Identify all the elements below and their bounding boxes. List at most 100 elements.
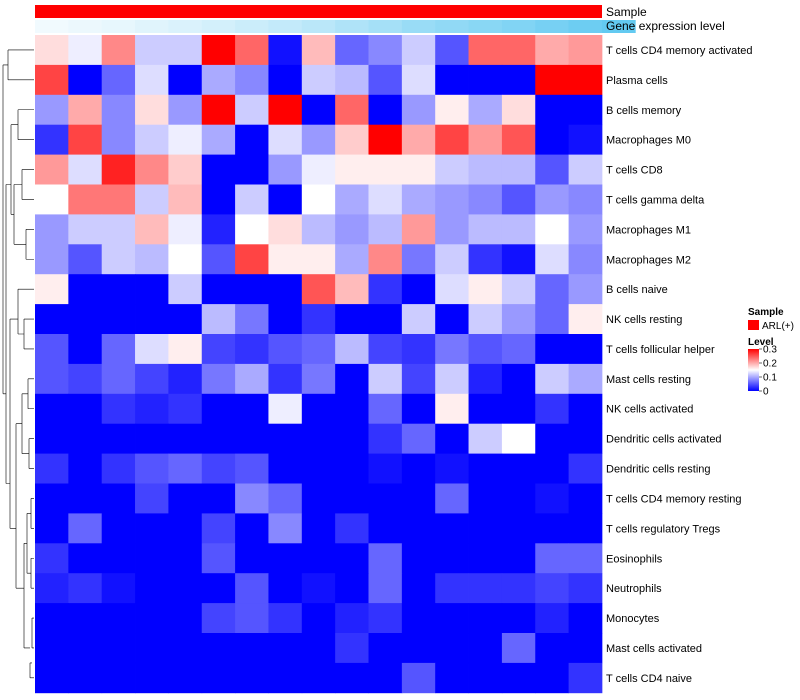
heatmap-cell	[235, 363, 269, 395]
heatmap-cell	[535, 363, 569, 395]
heatmap-cell	[535, 124, 569, 155]
heatmap-cell	[501, 214, 536, 245]
heatmap-cell	[568, 274, 603, 305]
row-label: Mast cells activated	[606, 643, 702, 655]
gene-expression-cell	[268, 20, 303, 33]
heatmap-cell	[168, 363, 203, 395]
heatmap-cell	[101, 124, 136, 155]
heatmap-cell	[468, 274, 503, 305]
heatmap-cell	[468, 423, 503, 454]
heatmap-cell	[201, 214, 236, 245]
heatmap-cell	[368, 244, 403, 275]
heatmap-cell	[168, 483, 203, 514]
row-label: Macrophages M1	[606, 224, 691, 236]
heatmap-cell	[435, 662, 469, 694]
heatmap-cell	[235, 64, 269, 96]
heatmap-cell	[101, 244, 136, 275]
heatmap-cell	[335, 543, 369, 574]
heatmap-cell	[101, 274, 136, 305]
heatmap-cell	[68, 35, 103, 66]
heatmap-cell	[135, 244, 169, 275]
heatmap-cell	[301, 124, 336, 155]
heatmap-cell	[35, 603, 69, 634]
heatmap-cell	[435, 304, 469, 335]
heatmap-cell	[401, 244, 436, 275]
heatmap-cell	[401, 423, 436, 454]
heatmap-cell	[135, 94, 169, 126]
heatmap-cell	[535, 244, 569, 275]
legend-tick-label: 0.1	[763, 373, 777, 384]
heatmap-cell	[435, 513, 469, 544]
heatmap-cell	[301, 393, 336, 425]
heatmap-cell	[535, 573, 569, 604]
heatmap-cell	[535, 35, 569, 66]
heatmap-cell	[368, 603, 403, 634]
heatmap-cell	[68, 423, 103, 454]
heatmap-cell	[401, 124, 436, 155]
heatmap-cell	[501, 304, 536, 335]
heatmap-cell	[335, 453, 369, 484]
heatmap-cell	[535, 184, 569, 215]
heatmap-cell	[235, 154, 269, 185]
heatmap-cell	[201, 603, 236, 634]
dendrogram-branch	[9, 318, 18, 529]
heatmap-cell	[301, 244, 336, 275]
heatmap-cell	[68, 483, 103, 514]
heatmap-cell	[368, 543, 403, 574]
heatmap-cell	[235, 513, 269, 544]
heatmap-cell	[301, 64, 336, 96]
legend-level-ticks: 0.3 0.2 0.1 0	[759, 345, 777, 398]
heatmap-cell	[335, 513, 369, 544]
heatmap-cell	[435, 94, 469, 126]
heatmap-cell	[101, 184, 136, 215]
heatmap-cell	[201, 662, 236, 694]
heatmap-cell	[468, 124, 503, 155]
heatmap-cell	[135, 154, 169, 185]
heatmap-cell	[335, 274, 369, 305]
heatmap-cell	[268, 64, 303, 96]
heatmap-cell	[68, 64, 103, 96]
heatmap-cell	[368, 363, 403, 395]
heatmap-cell	[268, 453, 303, 484]
heatmap-cell	[235, 603, 269, 634]
heatmap-cell	[268, 603, 303, 634]
heatmap-cell	[335, 184, 369, 215]
legend-sample-swatch	[748, 320, 759, 330]
heatmap-cell	[68, 573, 103, 604]
heatmap-cell	[468, 35, 503, 66]
heatmap-cell	[401, 513, 436, 544]
dendrogram-branch	[7, 49, 34, 81]
heatmap-cell	[101, 603, 136, 634]
heatmap-cell	[168, 513, 203, 544]
heatmap-cell	[201, 453, 236, 484]
heatmap-cell	[401, 64, 436, 96]
heatmap-cell	[401, 94, 436, 126]
heatmap-cell	[368, 423, 403, 454]
heatmap-cell	[368, 184, 403, 215]
heatmap-cell	[168, 154, 203, 185]
heatmap-cell	[101, 363, 136, 395]
heatmap-cell	[501, 573, 536, 604]
heatmap-cell	[235, 662, 269, 694]
heatmap-cell	[101, 334, 136, 365]
heatmap-cell	[501, 184, 536, 215]
row-label: Eosinophils	[606, 553, 663, 565]
row-dendrogram	[2, 49, 34, 679]
heatmap-cell	[201, 94, 236, 126]
gene-expression-cell	[568, 20, 603, 33]
heatmap-cell	[535, 304, 569, 335]
heatmap-cell	[301, 154, 336, 185]
heatmap-cell	[68, 603, 103, 634]
heatmap-cell	[568, 363, 603, 395]
heatmap-cell	[401, 363, 436, 395]
heatmap-cell	[301, 184, 336, 215]
row-label: Dendritic cells activated	[606, 434, 722, 446]
heatmap-cell	[68, 124, 103, 155]
gene-expression-cell	[135, 20, 169, 33]
gene-expression-cell	[368, 20, 403, 33]
heatmap-cell	[501, 423, 536, 454]
heatmap-cell	[335, 154, 369, 185]
heatmap-cell	[201, 154, 236, 185]
legend-sample-entry: ARL(+)	[762, 321, 794, 332]
heatmap-cell	[468, 393, 503, 425]
